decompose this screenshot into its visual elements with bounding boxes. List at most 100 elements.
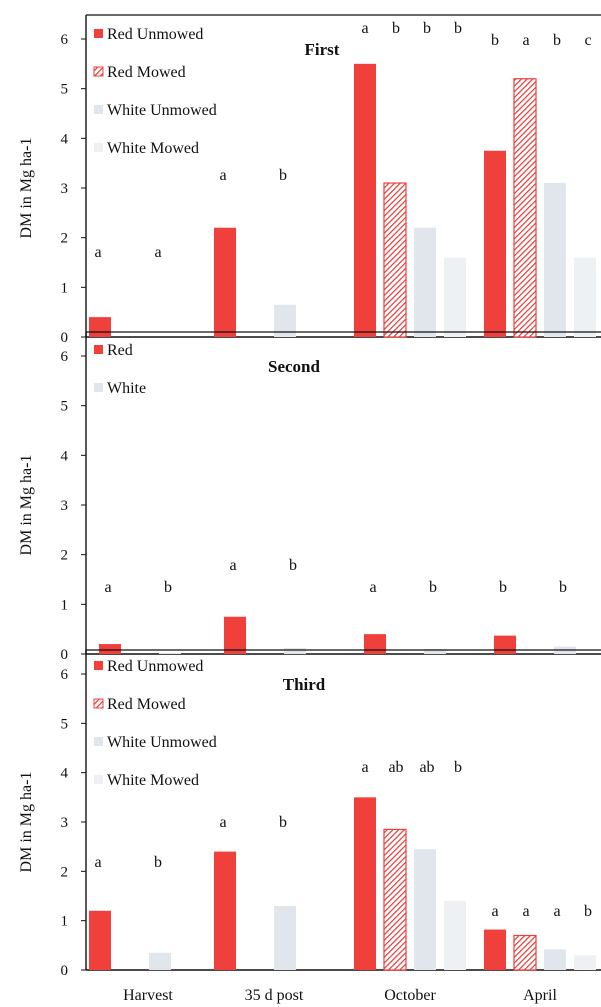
bar-white-mowed-october <box>444 900 466 970</box>
y-tick-label: 2 <box>61 548 69 564</box>
bar-red-unmowed-april <box>484 929 506 970</box>
y-tick-label: 0 <box>61 963 69 979</box>
legend-entry-label: White <box>107 380 146 397</box>
bar-white-mowed-october <box>444 257 466 337</box>
bar-red-unmowed-april <box>484 150 506 337</box>
y-tick-label: 6 <box>61 349 69 365</box>
y-axis-label: DM in Mg ha-1 <box>18 138 35 239</box>
significance-letter: b <box>154 854 162 871</box>
bar-white-october <box>424 649 446 654</box>
bar-white-mowed-april <box>574 955 596 970</box>
y-tick-label: 4 <box>61 448 69 464</box>
legend-entry-label: White Mowed <box>107 772 199 789</box>
x-category-label: 35 d post <box>245 987 304 1004</box>
significance-letter: a <box>104 579 111 596</box>
bar-white-unmowed-april <box>544 183 566 337</box>
bar-white-harvest <box>159 653 181 654</box>
legend-swatch <box>94 661 103 670</box>
significance-letter: a <box>553 903 560 920</box>
bar-red-mowed-october <box>383 182 407 338</box>
panel-title: Second <box>268 357 321 376</box>
y-tick-label: 3 <box>61 181 69 197</box>
chart-panel-first: 0 1 2 3 4 5 6 DM in Mg ha-1 First a a a b a b b b b a b c Red… <box>18 14 601 346</box>
bar-white-mowed-april <box>574 257 596 337</box>
legend-swatch <box>94 143 103 152</box>
bar-white-unmowed-35-d-post <box>274 905 296 970</box>
significance-letter: a <box>94 854 101 871</box>
bar-red-mowed-october <box>383 828 407 971</box>
y-tick-label: 0 <box>61 647 69 663</box>
legend-entry-label: Red Mowed <box>107 64 186 81</box>
significance-letter: b <box>584 903 592 920</box>
y-tick-label: 2 <box>61 864 69 880</box>
significance-letter: a <box>219 814 226 831</box>
significance-letter: a <box>522 903 529 920</box>
significance-letter: b <box>392 20 400 37</box>
legend-swatch <box>94 29 103 38</box>
bar-red-unmowed-35-d-post <box>214 227 236 337</box>
bar-red-unmowed-harvest <box>89 910 111 970</box>
bar-red-35-d-post <box>224 616 246 654</box>
significance-letter: a <box>229 557 236 574</box>
y-tick-label: 1 <box>61 597 69 613</box>
y-tick-label: 3 <box>61 815 69 831</box>
legend-swatch <box>94 775 103 784</box>
legend-swatch <box>94 105 103 114</box>
legend-entry-label: Red <box>107 342 133 359</box>
bar-red-unmowed-october <box>354 63 376 337</box>
legend-swatch <box>94 383 103 392</box>
legend-entry-label: Red Unmowed <box>107 658 203 675</box>
chart-panel-second: 0 1 2 3 4 5 6 DM in Mg ha-1 Second a b a b a b b b Red Whi… <box>18 331 601 663</box>
y-axis-label: DM in Mg ha-1 <box>18 772 35 873</box>
bar-white-unmowed-october <box>414 227 436 337</box>
significance-letter: a <box>94 244 101 261</box>
significance-letter: a <box>154 244 161 261</box>
significance-letter: c <box>584 32 591 49</box>
panel-title: First <box>305 40 340 59</box>
bar-red-mowed-april <box>513 934 537 971</box>
bar-white-unmowed-35-d-post <box>274 304 296 337</box>
y-tick-label: 6 <box>61 32 69 48</box>
bar-red-april <box>494 635 516 654</box>
bar-white-unmowed-october <box>414 849 436 970</box>
bar-red-october <box>364 634 386 654</box>
bar-red-mowed-april <box>513 78 537 338</box>
bar-red-unmowed-35-d-post <box>214 851 236 970</box>
significance-letter: b <box>559 579 567 596</box>
significance-letter: b <box>454 20 462 37</box>
x-category-label: April <box>523 987 557 1004</box>
y-tick-label: 4 <box>61 766 69 782</box>
y-tick-label: 1 <box>61 914 69 930</box>
significance-letter: b <box>454 759 462 776</box>
significance-letter: a <box>361 759 368 776</box>
significance-letter: ab <box>388 759 403 776</box>
bar-white-35-d-post <box>284 648 306 654</box>
significance-letter: b <box>289 557 297 574</box>
x-category-label: October <box>384 987 436 1004</box>
y-tick-label: 2 <box>61 231 69 247</box>
legend-entry-label: White Unmowed <box>107 102 217 119</box>
bar-white-unmowed-april <box>544 949 566 970</box>
significance-letter: b <box>164 579 172 596</box>
legend-swatch <box>94 737 103 746</box>
legend-entry-label: White Unmowed <box>107 734 217 751</box>
y-tick-label: 1 <box>61 280 69 296</box>
y-tick-label: 4 <box>61 131 69 147</box>
legend-swatch <box>94 345 103 354</box>
significance-letter: a <box>219 167 226 184</box>
significance-letter: ab <box>419 759 434 776</box>
y-tick-label: 0 <box>61 330 69 346</box>
legend-entry-label: White Mowed <box>107 140 199 157</box>
bar-white-unmowed-harvest <box>149 952 171 970</box>
significance-letter: b <box>423 20 431 37</box>
significance-letter: b <box>491 32 499 49</box>
y-axis-label: DM in Mg ha-1 <box>18 455 35 556</box>
y-tick-label: 5 <box>61 82 69 98</box>
panel-title: Third <box>283 675 326 694</box>
bar-red-unmowed-october <box>354 797 376 970</box>
legend-swatch <box>93 66 104 77</box>
significance-letter: b <box>279 814 287 831</box>
